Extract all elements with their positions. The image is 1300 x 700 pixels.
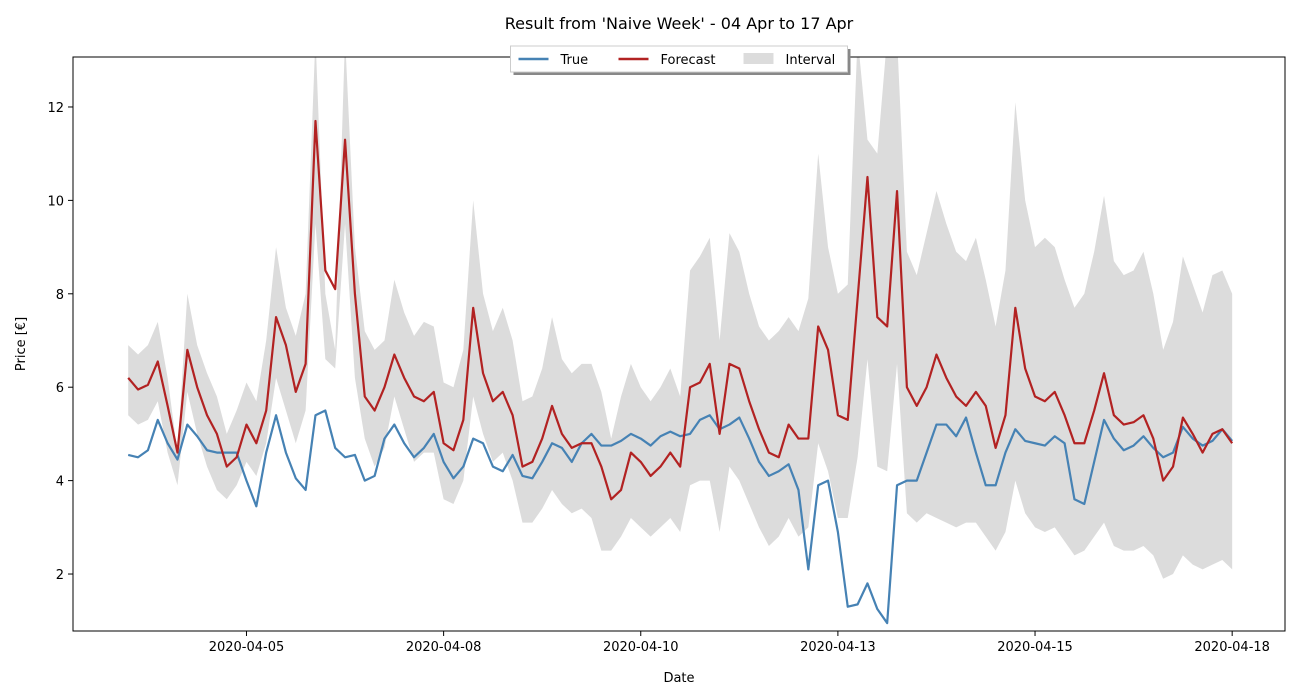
series-line [127,409,1234,625]
legend-box [510,45,848,73]
y-axis-label: Price [€] [14,317,29,371]
y-tick-label: 4 [56,475,64,490]
y-tick-label: 6 [56,381,64,396]
y-tick-label: 8 [56,288,64,303]
y-tick-label: 2 [56,568,64,583]
x-tick-label: 2020-04-08 [406,640,482,655]
legend-label: Interval [786,53,836,68]
legend-swatch [743,53,774,64]
x-tick-label: 2020-04-18 [1194,640,1270,655]
legend-label: Forecast [661,53,716,68]
x-tick-label: 2020-04-05 [209,640,285,655]
legend-label: True [560,53,589,68]
y-tick-label: 12 [47,101,64,116]
plot-area [127,57,1234,625]
series-line [127,119,1234,501]
x-tick-label: 2020-04-10 [603,640,679,655]
chart-title: Result from 'Naive Week' - 04 Apr to 17 … [505,14,854,33]
x-tick-label: 2020-04-13 [800,640,876,655]
interval-band [128,57,1233,579]
x-axis-label: Date [663,671,694,686]
x-tick-label: 2020-04-15 [997,640,1073,655]
y-tick-label: 10 [47,194,64,209]
legend: True Forecast Interval [510,45,851,75]
